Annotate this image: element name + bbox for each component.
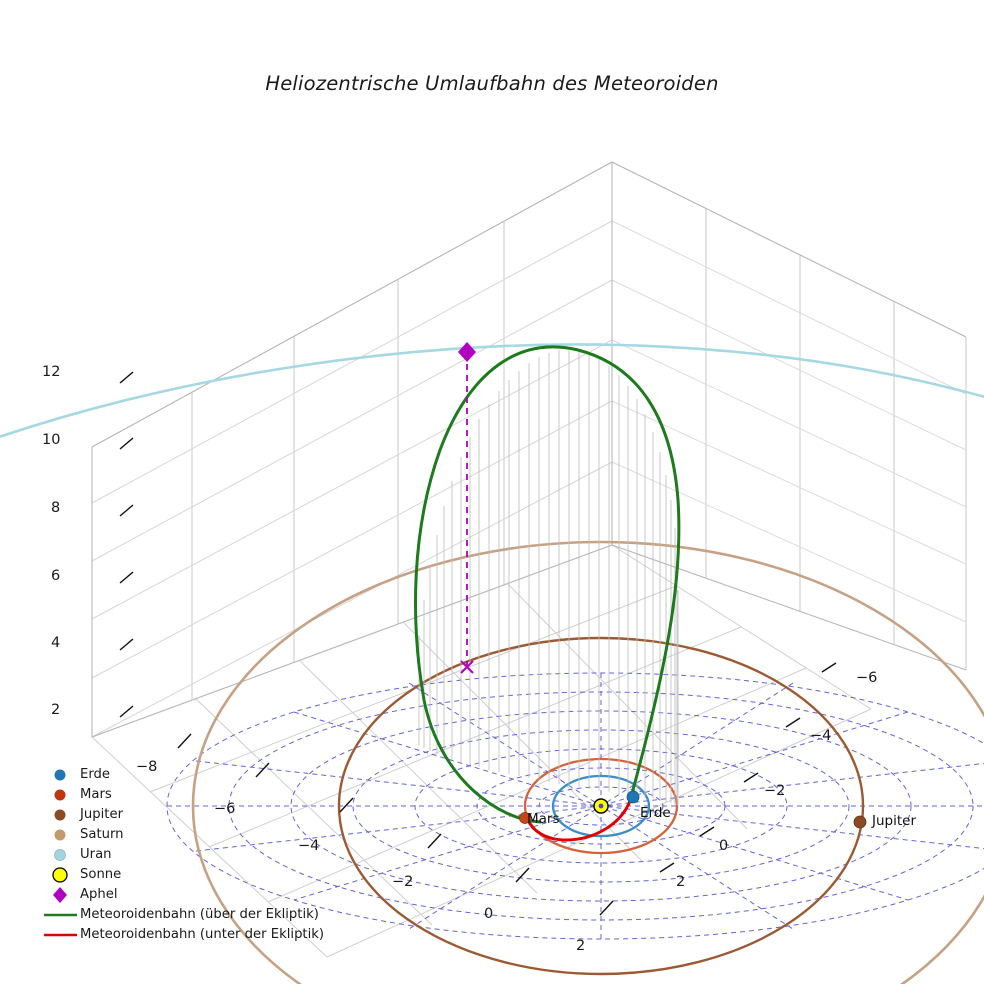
x-tick-label: 2 <box>576 938 586 954</box>
projection-dropline-group <box>418 350 679 806</box>
pane-grid-back-left <box>91 161 613 738</box>
z-tick-label: 12 <box>42 364 61 380</box>
legend-marker-saturn-icon <box>54 829 66 841</box>
axis-tickmarks <box>119 371 837 916</box>
axes-box-edges <box>91 161 967 738</box>
legend-item-mars[interactable]: Mars <box>80 787 112 802</box>
x-tick-label: −4 <box>298 838 320 854</box>
legend-marker-uran-icon <box>54 849 66 861</box>
z-tick-label: 8 <box>51 500 61 516</box>
point-label-mars: Mars <box>527 811 560 827</box>
legend-item-saturn[interactable]: Saturn <box>80 827 124 842</box>
pane-grid-floor <box>91 544 872 958</box>
point-label-jupiter: Jupiter <box>872 813 917 829</box>
y-tick-label: 0 <box>719 838 729 854</box>
x-tick-label: −2 <box>392 874 414 890</box>
legend-item-uran[interactable]: Uran <box>80 847 112 862</box>
orbit-uranus <box>0 343 984 439</box>
legend-item-jupiter[interactable]: Jupiter <box>80 807 123 822</box>
jupiter-marker-icon <box>853 815 867 829</box>
aphel-marker-icon <box>458 342 476 362</box>
earth-marker-icon <box>626 790 640 804</box>
legend-item-aphel[interactable]: Aphel <box>80 887 118 902</box>
orbit-earth <box>551 774 651 838</box>
y-tick-label: −2 <box>764 783 786 799</box>
orbit-saturn <box>191 540 984 984</box>
z-tick-label: 6 <box>51 568 61 584</box>
x-tick-label: −6 <box>214 801 236 817</box>
x-tick-label: 0 <box>484 906 494 922</box>
point-label-erde: Erde <box>640 805 671 821</box>
legend-item-sonne[interactable]: Sonne <box>80 867 122 882</box>
mars-marker-icon <box>519 812 531 824</box>
y-tick-label: −6 <box>856 670 878 686</box>
aphel-ground-x-icon <box>460 660 474 674</box>
legend-marker-erde-icon <box>54 769 66 781</box>
x-tick-label: −8 <box>136 759 158 775</box>
meteoroid-orbit-above-ecliptic <box>414 345 681 824</box>
legend-marker-jupiter-icon <box>54 809 66 821</box>
orbit-mars <box>523 757 679 855</box>
polar-grid-ecliptic <box>166 672 984 940</box>
legend-item-orbit-below-ecliptic[interactable]: Meteoroidenbahn (unter der Ekliptik) <box>80 927 325 942</box>
legend-marker-mars-icon <box>54 789 66 801</box>
z-tick-label: 10 <box>42 432 61 448</box>
sun-marker-icon <box>593 798 609 814</box>
legend-marker-sonne-icon <box>52 867 68 883</box>
z-tick-label: 4 <box>51 635 61 651</box>
legend-marker-aphel-icon <box>53 887 67 903</box>
y-tick-label: −4 <box>810 728 832 744</box>
pane-grid-back-right <box>611 161 967 670</box>
legend-item-erde[interactable]: Erde <box>80 767 111 782</box>
chart-title: Heliozentrische Umlaufbahn des Meteoroid… <box>265 72 719 95</box>
y-tick-label: 2 <box>676 874 686 890</box>
z-tick-label: 2 <box>51 702 61 718</box>
legend-item-orbit-above-ecliptic[interactable]: Meteoroidenbahn (über der Ekliptik) <box>80 907 319 922</box>
orbit-jupiter <box>337 636 865 976</box>
meteoroid-orbit-below-ecliptic <box>526 799 632 842</box>
